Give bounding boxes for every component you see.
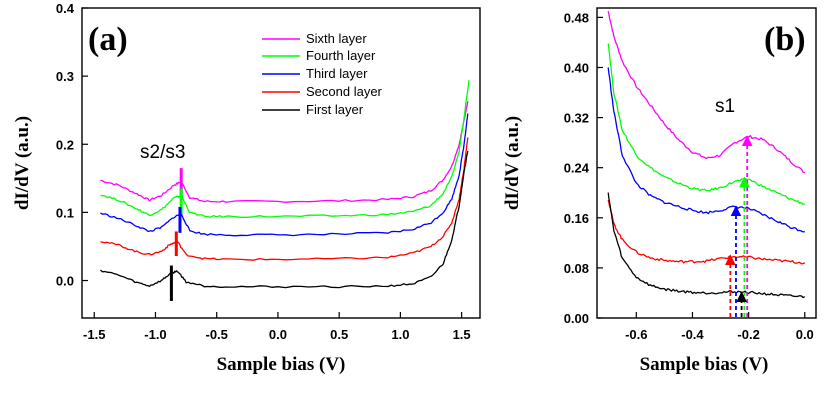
panel-b-series (607, 11, 806, 299)
panel-a-y-tick-label: 0.2 (56, 137, 74, 152)
legend-entry-sixth: Sixth layer (262, 31, 367, 46)
legend-entry-fourth: Fourth layer (262, 48, 376, 63)
legend-entry-second: Second layer (262, 84, 383, 99)
panel-b-x-tick-label: 0.0 (796, 327, 814, 342)
panel-b-x-tick-label: -0.6 (625, 327, 647, 342)
panel-a-frame (81, 7, 481, 319)
legend: Sixth layer Fourth layer Third layer Sec… (262, 31, 383, 117)
panel-b-x-axis-title: Sample bias (V) (640, 354, 769, 375)
panel-b-series-second-layer (607, 199, 806, 265)
panel-a-x-tick-label: 0.0 (269, 327, 287, 342)
panel-a-series-sixth-layer (100, 101, 469, 203)
panel-a-series-second-layer (100, 137, 469, 261)
panel-b-label: (b) (764, 21, 806, 58)
panel-a-y-axis-title: dI/dV (a.u.) (12, 116, 33, 210)
panel-a-x-tick-label: 0.5 (330, 327, 348, 342)
panel-b-y-tick-label: 0.48 (564, 10, 589, 25)
panel-b-x-tick-label: -0.2 (737, 327, 759, 342)
panel-b: -0.6 -0.4 -0.2 0.0 0.00 0.08 0.16 0.24 0.32 0.40 0… (502, 7, 817, 375)
panel-a-series-fourth-layer (100, 80, 470, 218)
panel-b-series-third-layer (607, 67, 805, 233)
panel-a: -1.5 -1.0 -0.5 0.0 0.5 1.0 1.50.00.10.20.30.4 … (12, 1, 481, 375)
panel-b-series-sixth-layer (607, 11, 805, 174)
panel-b-ticks: -0.6 -0.4 -0.2 0.0 0.00 0.08 0.16 0.24 0.32 0.40 0… (564, 10, 814, 342)
panel-a-x-axis-title: Sample bias (V) (217, 354, 346, 375)
panel-b-series-first-layer (607, 192, 806, 299)
legend-label-fourth: Fourth layer (306, 48, 376, 63)
panel-b-y-tick-label: 0.24 (564, 161, 590, 176)
legend-label-second: Second layer (306, 84, 383, 99)
panel-b-y-axis-title: dI/dV (a.u.) (502, 116, 523, 210)
panel-a-y-tick-label: 0.3 (56, 69, 74, 84)
panel-b-frame (596, 7, 817, 319)
panel-b-y-tick-label: 0.08 (564, 261, 589, 276)
legend-entry-first: First layer (262, 102, 364, 117)
panel-b-y-tick-label: 0.00 (564, 311, 589, 326)
panel-a-series-third-layer (100, 113, 469, 237)
panel-a-markers (169, 168, 183, 301)
panel-a-x-tick-label: 1.5 (453, 327, 471, 342)
panel-b-x-tick-label: -0.4 (681, 327, 704, 342)
panel-a-x-tick-label: -1.0 (144, 327, 166, 342)
panel-a-y-tick-label: 0.4 (56, 1, 75, 16)
panel-a-series (100, 80, 470, 289)
legend-label-first: First layer (306, 102, 364, 117)
panel-a-x-tick-label: -1.5 (83, 327, 105, 342)
panel-a-x-tick-label: 1.0 (391, 327, 409, 342)
panel-a-annotation: s2/s3 (140, 142, 185, 163)
panel-a-ticks: -1.5 -1.0 -0.5 0.0 0.5 1.0 1.5 0.0 0.1 0.2 0.3 0.4 (56, 1, 471, 342)
panel-b-series-fourth-layer (607, 43, 805, 205)
legend-label-third: Third layer (306, 66, 368, 81)
legend-entry-third: Third layer (262, 66, 368, 81)
panel-a-label: (a) (88, 21, 128, 58)
panel-b-arrows (724, 135, 753, 317)
panel-b-annotation: s1 (715, 96, 735, 117)
panel-b-y-tick-label: 0.40 (564, 60, 589, 75)
legend-label-sixth: Sixth layer (306, 31, 367, 46)
panel-a-series-first-layer (100, 150, 469, 289)
panel-b-y-tick-label: 0.16 (564, 211, 589, 226)
panel-a-y-tick-label: 0.0 (56, 274, 74, 289)
panel-a-y-tick-label: 0.1 (56, 205, 74, 220)
panel-b-y-tick-label: 0.32 (564, 111, 589, 126)
panel-a-x-tick-label: -0.5 (206, 327, 228, 342)
